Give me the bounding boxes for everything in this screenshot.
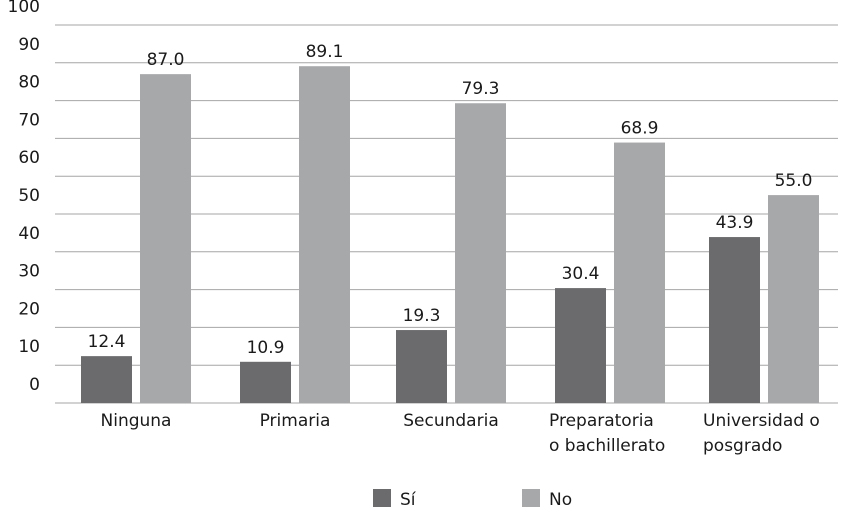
y-tick-label: 100 [8,0,40,17]
bar-no [140,74,191,403]
data-label: 87.0 [147,50,185,70]
bar-no [299,66,350,404]
y-tick-label: 70 [18,110,40,130]
y-tick-label: 30 [18,262,40,282]
bar-no [455,103,506,403]
bar-si [81,356,132,403]
x-category-label: Preparatoria [549,411,654,431]
data-label: 43.9 [716,213,754,233]
y-tick-label: 80 [18,73,40,93]
legend-label: Sí [400,490,417,510]
data-label: 79.3 [462,79,500,99]
x-category-label: Ninguna [101,411,172,431]
x-category-label: Universidad o [703,411,820,431]
bar-no [768,195,819,403]
y-tick-label: 40 [18,224,40,244]
y-tick-label: 20 [18,299,40,319]
x-category-label: o bachillerato [549,436,665,456]
x-axis-categories: Ninguna Primaria Secundaria Preparatoria o b… [101,411,820,456]
bar-no [614,142,665,404]
bar-si [396,330,447,403]
legend-swatch [373,489,391,507]
data-label: 89.1 [306,42,344,62]
data-label: 68.9 [621,119,659,139]
data-label: 30.4 [562,264,600,284]
bar-si [240,361,291,403]
legend: Sí No [373,489,572,510]
y-tick-label: 60 [18,148,40,168]
y-tick-label: 90 [18,35,40,55]
legend-label: No [549,490,572,510]
y-tick-label: 50 [18,186,40,206]
bar-si [709,237,760,403]
x-category-label: Primaria [260,411,331,431]
y-tick-label: 10 [18,337,40,357]
y-axis-ticks: 0 10 20 30 40 50 60 70 80 90 100 [8,0,40,395]
y-tick-label: 0 [29,375,40,395]
x-category-label: posgrado [703,436,782,456]
data-label: 12.4 [88,332,126,352]
data-label: 55.0 [775,171,813,191]
data-labels: 12.4 10.9 19.3 30.4 43.9 87.0 89.1 79.3 68.9 55.0 [88,42,813,358]
bar-si [555,288,606,403]
data-label: 19.3 [403,306,441,326]
x-category-label: Secundaria [403,411,498,431]
data-label: 10.9 [247,338,285,358]
legend-swatch [522,489,540,507]
bars [81,66,819,404]
